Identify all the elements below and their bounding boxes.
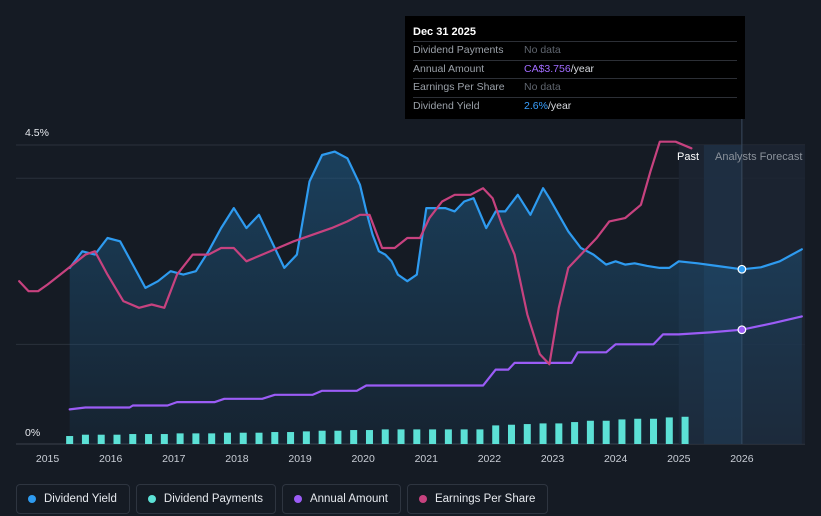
dividend-payment-bar [113,434,121,444]
dividend-payment-bar [66,436,74,444]
dividend-payment-bar [571,422,579,444]
dividend-payment-bar [81,434,89,444]
x-tick-label: 2015 [36,453,60,465]
x-tick-label: 2016 [99,453,123,465]
legend: Dividend Yield Dividend Payments Annual … [16,484,549,514]
dividend-payment-bar [287,432,295,444]
dividend-payment-bar [365,430,373,444]
dividend-payment-bar [650,418,658,444]
x-tick-label: 2019 [288,453,312,465]
dividend-payment-bar [255,432,263,444]
dividend-payment-bar [192,433,200,444]
annual-amount-dot-icon [293,495,302,503]
tooltip-row-annual-amount: Annual Amount CA$3.756/year [413,59,737,79]
dividend-payment-bar [239,432,247,444]
tooltip-row-dividend-yield: Dividend Yield 2.6%/year [413,96,737,116]
legend-label: Earnings Per Share [434,493,536,505]
tooltip-value: 2.6% [524,99,548,112]
dividend-payment-bar [302,431,310,444]
dividend-payment-bar [145,434,153,444]
x-tick-label: 2022 [478,453,502,465]
tooltip: Dec 31 2025 Dividend Payments No data An… [405,16,745,119]
x-tick-label: 2023 [541,453,565,465]
dividend-yield-area [69,151,802,444]
dividend-payment-bar [160,434,168,444]
dividend-payment-bar [665,417,673,444]
dividend-payment-bar [492,425,500,444]
dividend-payment-bar [555,423,563,444]
dividend-payments-dot-icon [147,495,156,503]
x-tick-label: 2017 [162,453,186,465]
legend-label: Dividend Yield [44,493,117,505]
x-tick-label: 2020 [351,453,375,465]
x-tick-label: 2026 [730,453,754,465]
tooltip-row-dividend-payments: Dividend Payments No data [413,41,737,60]
dividend-payment-bar [634,418,642,444]
legend-label: Dividend Payments [163,493,263,505]
dividend-yield-dot-icon [28,495,36,503]
dividend-payment-bar [223,432,231,444]
earnings-per-share-dot-icon [418,495,427,503]
dividend-payment-bar [397,429,405,444]
dividend-payment-bar [507,424,515,444]
dividend-payment-bar [444,429,452,444]
dividend-yield-marker [737,264,747,274]
tooltip-label: Dividend Yield [413,99,480,112]
tooltip-value: CA$3.756 [524,62,571,75]
dividend-payment-bar [523,424,531,444]
dividend-payment-bar [176,433,184,444]
dividend-payment-bar [681,416,689,444]
dividend-payment-bar [586,420,594,444]
legend-label: Annual Amount [309,493,388,505]
dividend-payment-bar [129,434,137,444]
legend-item-earnings-per-share[interactable]: Earnings Per Share [406,484,549,514]
dividend-payment-bar [460,429,468,444]
y-axis-top-label: 4.5% [25,127,49,139]
dividend-payment-bar [271,432,279,444]
x-tick-label: 2021 [415,453,439,465]
legend-item-dividend-yield[interactable]: Dividend Yield [16,484,130,514]
tooltip-label: Earnings Per Share [413,81,505,93]
dividend-yield-line [68,150,803,289]
legend-item-annual-amount[interactable]: Annual Amount [281,484,401,514]
y-axis-bottom-label: 0% [25,427,40,439]
x-tick-label: 2025 [667,453,691,465]
tooltip-label: Dividend Payments [413,44,504,56]
tooltip-label: Annual Amount [413,62,485,75]
x-tick-label: 2024 [604,453,628,465]
x-tick-label: 2018 [225,453,249,465]
forecast-label: Analysts Forecast [715,151,802,163]
annual-amount-marker [737,325,747,335]
tooltip-unit: /year [547,99,572,112]
dividend-payment-bar [334,430,342,444]
dividend-payment-bar [618,419,626,444]
earnings-per-share-line [18,140,693,366]
tooltip-value: No data [524,81,561,93]
tooltip-date: Dec 31 2025 [413,26,476,38]
dividend-payment-bar [476,429,484,444]
dividend-payment-bar [413,429,421,444]
dividend-payment-bar [429,429,437,444]
past-label: Past [677,151,699,163]
dividend-payment-bar [97,434,105,444]
legend-item-dividend-payments[interactable]: Dividend Payments [135,484,276,514]
dividend-payment-bar [208,433,216,444]
annual-amount-line [68,315,803,411]
dividend-payment-bar [350,430,358,444]
tooltip-unit: /year [570,62,595,75]
dividend-payment-bar [602,420,610,444]
tooltip-value: No data [524,44,561,56]
dividend-payment-bar [318,430,326,444]
dividend-payment-bar [539,423,547,444]
tooltip-row-earnings-per-share: Earnings Per Share No data [413,78,737,97]
dividend-payment-bar [381,429,389,444]
